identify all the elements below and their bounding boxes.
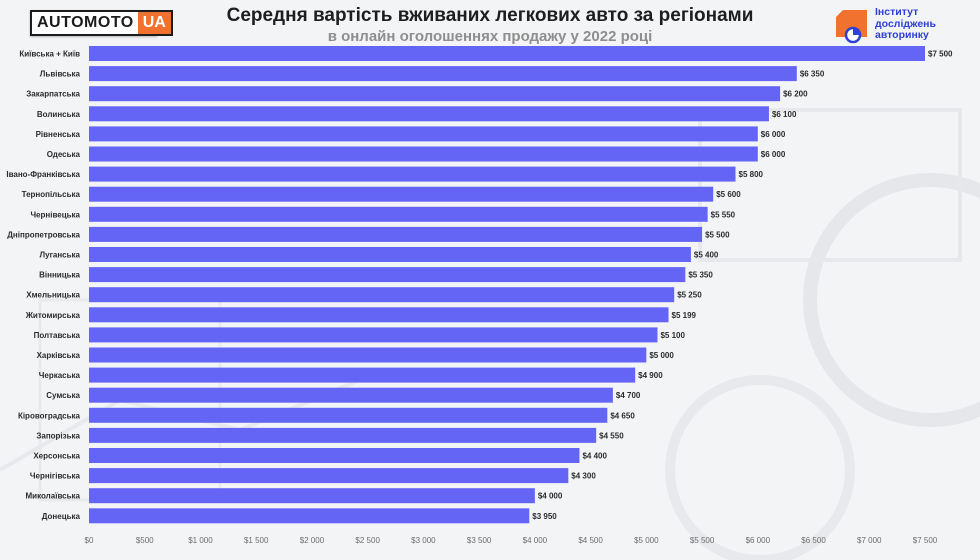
category-label: Херсонська — [33, 452, 80, 461]
bar — [89, 307, 669, 323]
bar — [89, 126, 758, 142]
x-tick-label: $2 000 — [300, 536, 325, 545]
category-label: Черкаська — [39, 371, 81, 380]
category-label: Харківська — [37, 351, 81, 360]
value-label: $4 550 — [599, 431, 624, 440]
bar — [89, 488, 535, 504]
category-label: Чернігівська — [30, 472, 81, 481]
x-tick-label: $3 500 — [467, 536, 492, 545]
bar — [89, 327, 658, 343]
value-label: $6 000 — [761, 150, 786, 159]
x-tick-label: $0 — [85, 536, 94, 545]
value-label: $7 500 — [928, 50, 953, 59]
value-label: $4 400 — [582, 452, 607, 461]
x-tick-label: $3 000 — [411, 536, 436, 545]
automoto-logo: AUTOMOTO UA — [30, 10, 173, 36]
x-tick-label: $6 500 — [801, 536, 826, 545]
x-tick-label: $1 000 — [188, 536, 213, 545]
value-label: $5 100 — [660, 331, 685, 340]
bar — [89, 367, 636, 383]
category-label: Волинська — [37, 110, 81, 119]
category-label: Вінницька — [39, 271, 80, 280]
bar — [89, 166, 736, 182]
institute-emblem-icon — [836, 10, 867, 44]
x-tick-label: $4 000 — [523, 536, 548, 545]
x-tick-label: $4 500 — [578, 536, 603, 545]
bar — [89, 427, 597, 443]
category-label: Івано-Франківська — [6, 170, 80, 179]
bar — [89, 247, 691, 262]
bar — [89, 106, 769, 122]
category-label: Хмельницька — [26, 291, 80, 300]
value-label: $4 700 — [616, 391, 641, 400]
x-tick-label: $6 000 — [746, 536, 771, 545]
value-label: $4 300 — [571, 472, 596, 481]
value-label: $3 950 — [532, 512, 557, 521]
value-label: $6 100 — [772, 110, 797, 119]
bar — [89, 86, 781, 102]
category-label: Луганська — [40, 251, 81, 260]
bar — [89, 66, 797, 82]
value-label: $6 000 — [761, 130, 786, 139]
institute-name: Інститут досліджень авторинку — [875, 6, 936, 41]
bar — [89, 206, 708, 222]
value-label: $4 000 — [538, 492, 563, 501]
category-label: Запорізька — [36, 431, 80, 440]
bar — [89, 468, 569, 484]
value-label: $5 600 — [716, 190, 741, 199]
bar — [89, 347, 647, 363]
value-label: $4 650 — [610, 411, 635, 420]
bar — [89, 226, 703, 242]
bar — [89, 508, 530, 524]
value-label: $5 400 — [694, 251, 719, 260]
chart-subtitle: в онлайн оголошеннях продажу у 2022 році — [327, 28, 653, 45]
category-label: Миколаївська — [26, 492, 81, 501]
x-tick-label: $5 500 — [690, 536, 715, 545]
value-label: $4 900 — [638, 371, 663, 380]
value-label: $6 350 — [800, 70, 825, 79]
category-label: Одеська — [47, 150, 81, 159]
x-tick-label: $7 000 — [857, 536, 882, 545]
value-label: $5 500 — [705, 230, 730, 239]
bar — [89, 287, 675, 303]
category-label: Полтавська — [34, 331, 81, 340]
logo-main-text: AUTOMOTO — [30, 10, 138, 36]
value-label: $6 200 — [783, 90, 808, 99]
x-tick-label: $7 500 — [913, 536, 938, 545]
value-label: $5 250 — [677, 291, 702, 300]
value-label: $5 350 — [688, 271, 713, 280]
logo-ua-text: UA — [137, 10, 173, 36]
category-label: Закарпатська — [26, 90, 80, 99]
value-label: $5 800 — [739, 170, 764, 179]
value-label: $5 000 — [649, 351, 674, 360]
x-tick-label: $1 500 — [244, 536, 269, 545]
bar — [89, 46, 925, 61]
category-label: Тернопільська — [22, 190, 81, 199]
bar — [89, 186, 714, 202]
category-label: Чернівецька — [30, 210, 80, 219]
bar — [89, 146, 758, 162]
x-tick-label: $2 500 — [355, 536, 380, 545]
chart-title: Середня вартість вживаних легкових авто … — [226, 5, 754, 26]
value-label: $5 550 — [711, 210, 736, 219]
category-label: Львівська — [40, 70, 81, 79]
x-tick-label: $5 000 — [634, 536, 659, 545]
category-label: Київська + Київ — [19, 50, 80, 59]
x-tick-label: $500 — [136, 536, 154, 545]
category-label: Житомирська — [25, 311, 81, 320]
category-label: Сумська — [46, 391, 80, 400]
bar — [89, 267, 686, 283]
category-label: Донецька — [42, 512, 81, 521]
institute-logo: Інститут досліджень авторинку — [833, 6, 973, 47]
category-label: Рівненська — [36, 130, 81, 139]
category-label: Дніпропетровська — [7, 230, 80, 239]
bar — [89, 387, 613, 403]
category-label: Кіровоградська — [18, 411, 81, 420]
value-label: $5 199 — [672, 311, 697, 320]
bar — [89, 407, 608, 423]
bar — [89, 448, 580, 463]
